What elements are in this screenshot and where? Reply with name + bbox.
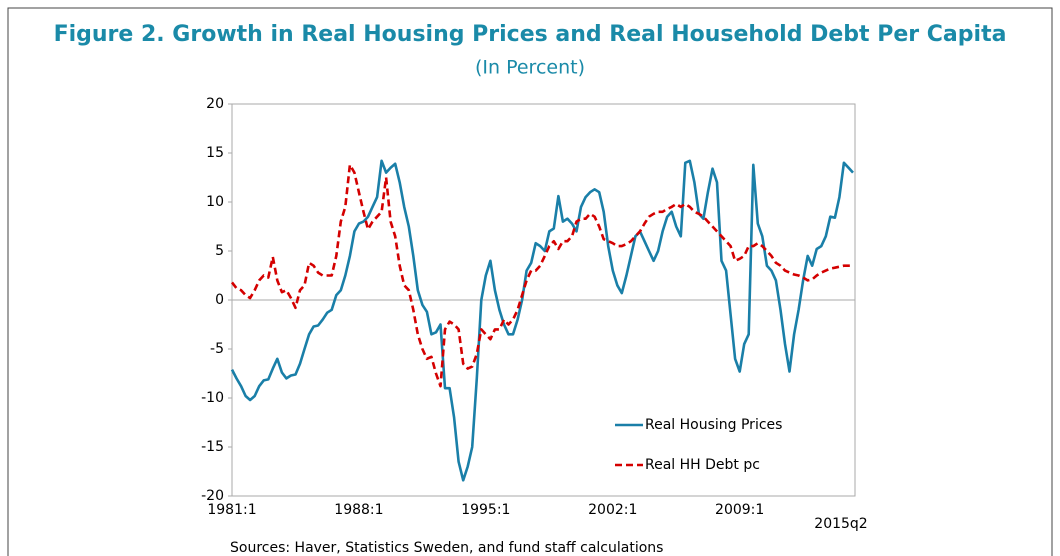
x-tick-label: 2015q2 (814, 516, 867, 532)
y-tick-label: -10 (201, 390, 224, 406)
series-line (230, 159, 854, 482)
y-tick-label: -5 (210, 341, 224, 357)
y-tick-label: 5 (215, 243, 224, 259)
legend-label: Real Housing Prices (645, 417, 782, 433)
series-line (230, 163, 853, 388)
frame (7, 7, 1053, 556)
x-tick-label: 2002:1 (588, 502, 637, 518)
chart-subtitle: (In Percent) (475, 57, 585, 79)
y-tick-label: 20 (206, 96, 224, 112)
x-tick-label: 1988:1 (334, 502, 383, 518)
legend-label: Real HH Debt pc (645, 457, 760, 473)
y-tick-label: 10 (206, 194, 224, 210)
source-note: Sources: Haver, Statistics Sweden, and f… (230, 540, 663, 556)
x-tick-label: 2009:1 (715, 502, 764, 518)
y-tick-label: 15 (206, 145, 224, 161)
y-tick-label: -15 (201, 439, 224, 455)
y-tick-label: 0 (215, 292, 224, 308)
x-tick-label: 1995:1 (461, 502, 510, 518)
x-tick-label: 1981:1 (207, 502, 256, 518)
chart-title: Figure 2. Growth in Real Housing Prices … (54, 22, 1007, 47)
y-tick-label: -20 (201, 488, 224, 504)
